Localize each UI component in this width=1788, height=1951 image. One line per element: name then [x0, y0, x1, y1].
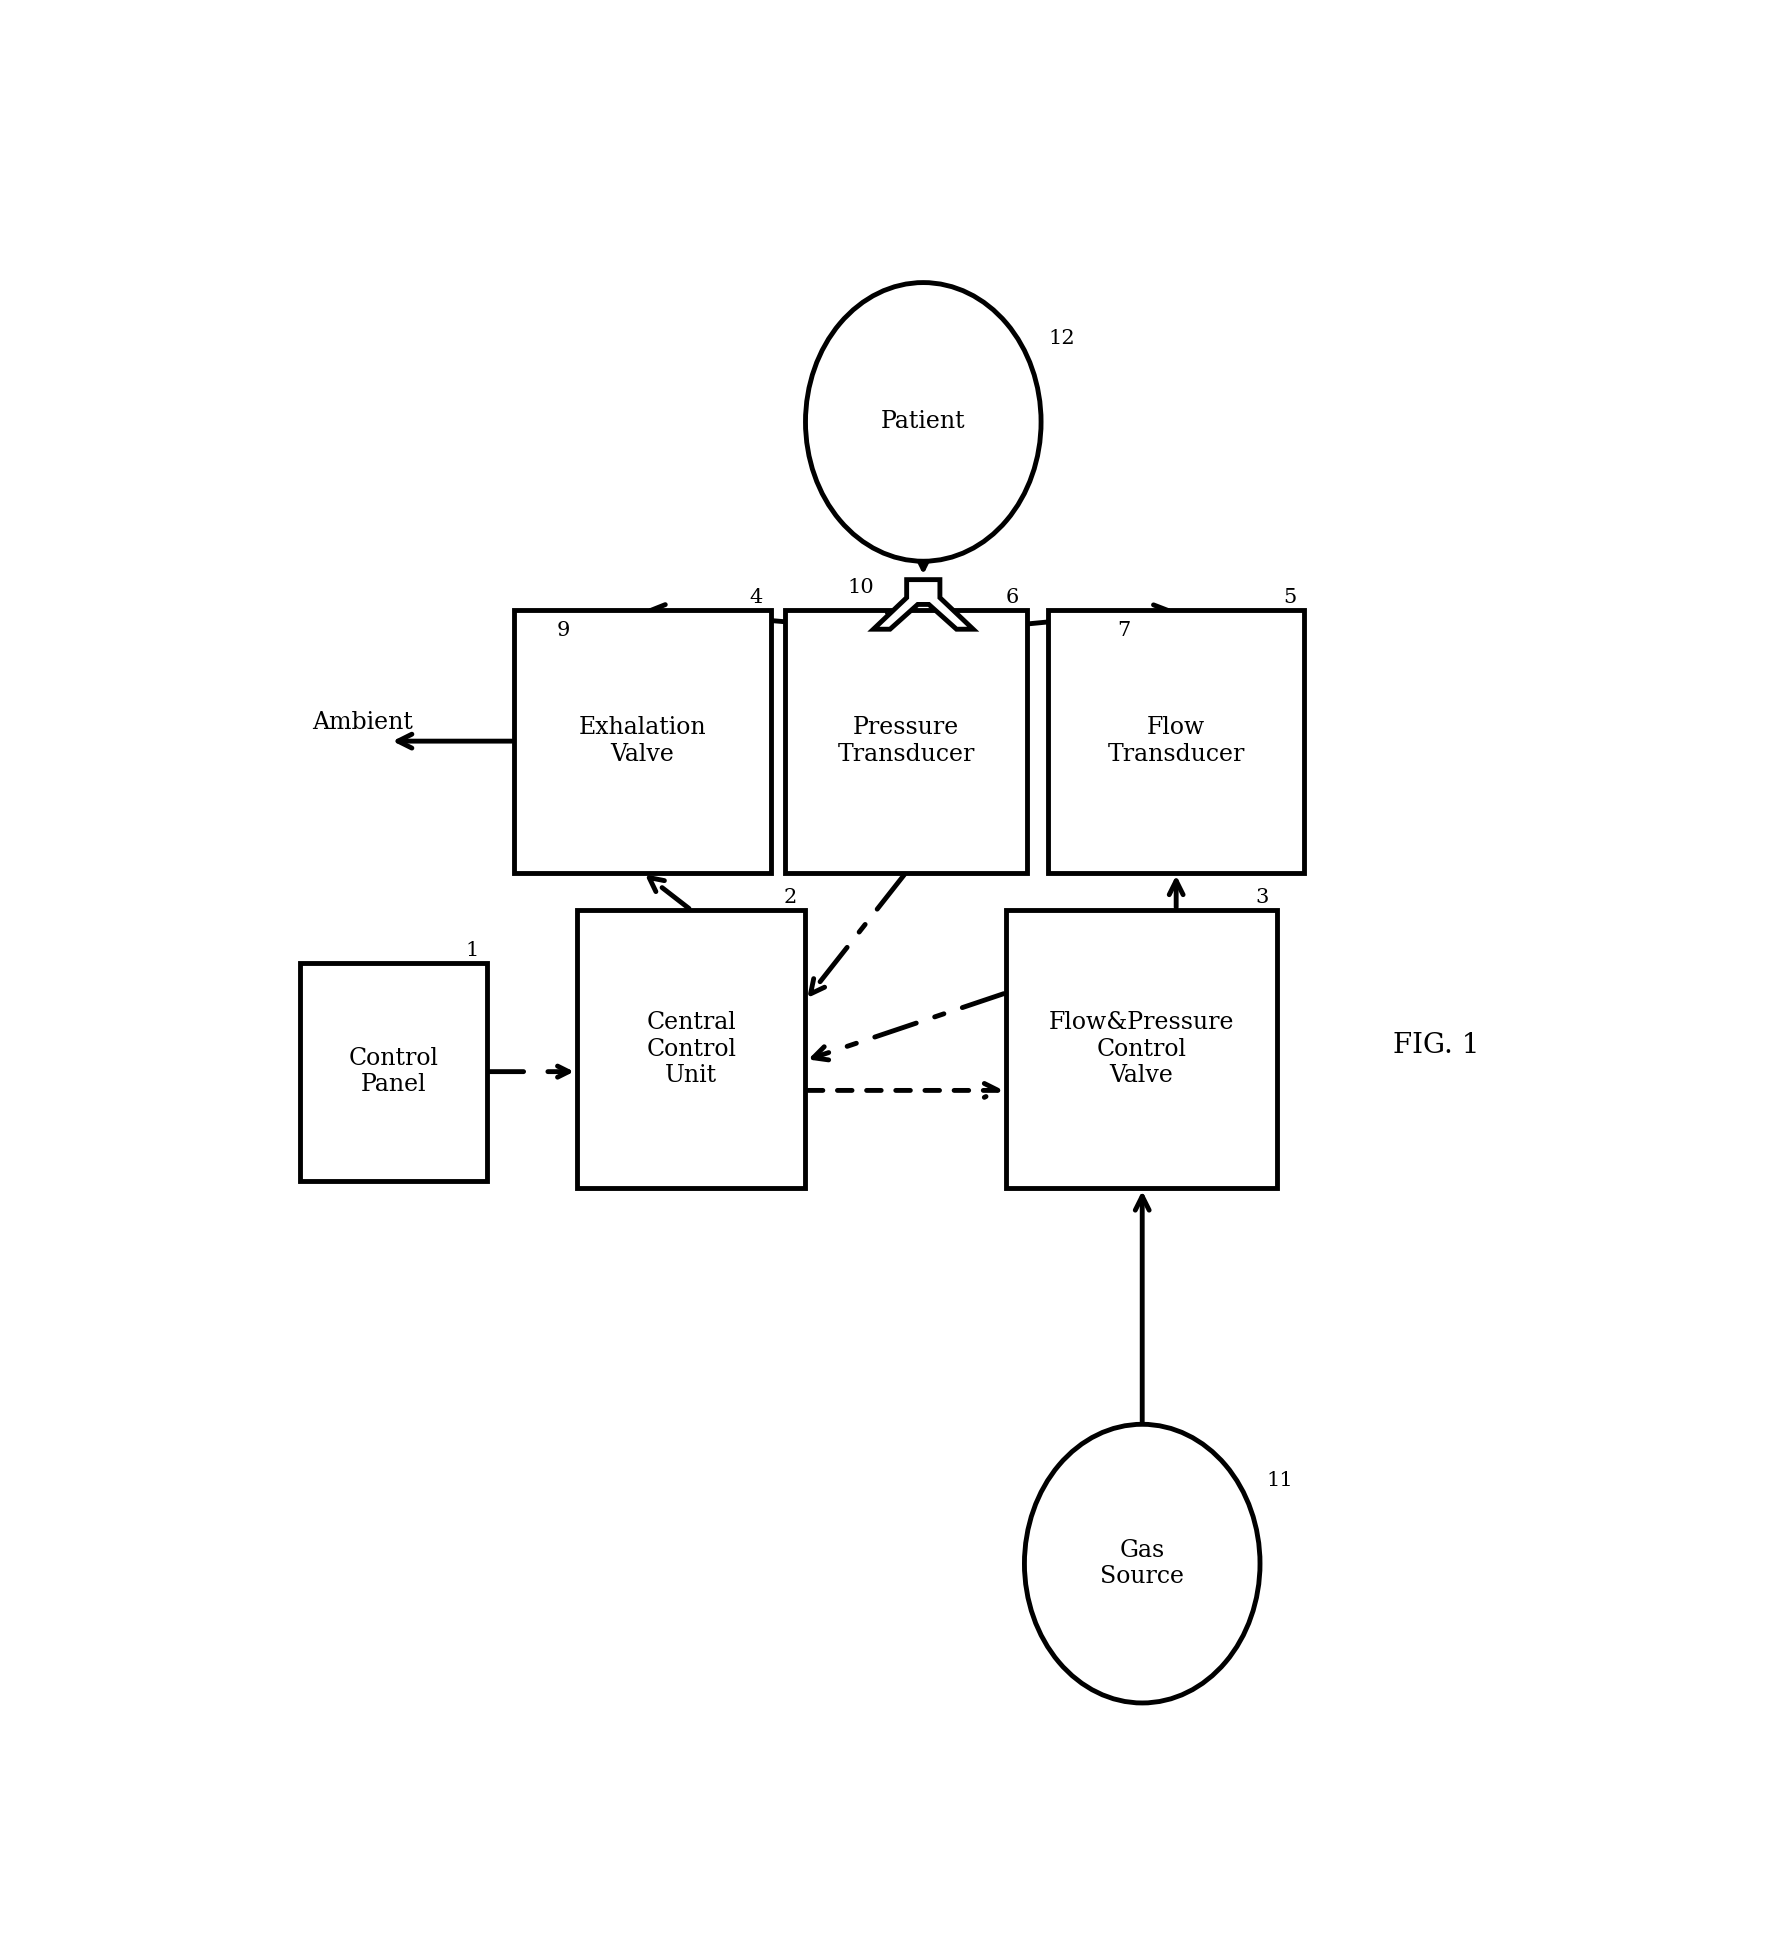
Ellipse shape — [1025, 1424, 1261, 1703]
Text: 12: 12 — [1048, 330, 1075, 347]
Bar — [785, 609, 1026, 872]
Text: 10: 10 — [848, 577, 874, 597]
Text: FIG. 1: FIG. 1 — [1393, 1032, 1479, 1059]
Bar — [1048, 609, 1305, 872]
Text: Ambient: Ambient — [311, 710, 413, 734]
Ellipse shape — [805, 283, 1041, 562]
Text: Flow&Pressure
Control
Valve: Flow&Pressure Control Valve — [1050, 1011, 1234, 1087]
Bar — [300, 962, 486, 1180]
Text: 1: 1 — [465, 940, 479, 960]
Text: Gas
Source: Gas Source — [1100, 1539, 1184, 1588]
Text: 5: 5 — [1282, 587, 1296, 607]
Text: 3: 3 — [1255, 888, 1268, 907]
Text: Exhalation
Valve: Exhalation Valve — [579, 716, 706, 767]
Text: 9: 9 — [556, 620, 570, 640]
Polygon shape — [873, 579, 973, 630]
Text: Patient: Patient — [881, 410, 966, 433]
Text: Control
Panel: Control Panel — [349, 1048, 438, 1096]
Text: 11: 11 — [1268, 1471, 1295, 1489]
Bar — [578, 909, 805, 1188]
Bar — [1007, 909, 1277, 1188]
Text: Flow
Transducer: Flow Transducer — [1107, 716, 1244, 767]
Bar — [515, 609, 771, 872]
Text: 4: 4 — [749, 587, 762, 607]
Text: 2: 2 — [783, 888, 797, 907]
Text: 6: 6 — [1005, 587, 1019, 607]
Text: Pressure
Transducer: Pressure Transducer — [837, 716, 974, 767]
Text: Central
Control
Unit: Central Control Unit — [645, 1011, 737, 1087]
Text: 7: 7 — [1118, 620, 1130, 640]
Text: 8: 8 — [881, 609, 896, 628]
